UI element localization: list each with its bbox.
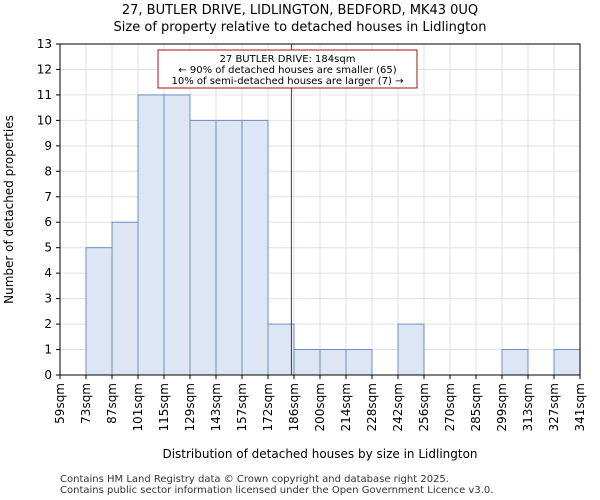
x-tick-label: 256sqm xyxy=(417,383,431,431)
y-tick-label: 2 xyxy=(44,317,52,331)
histogram-bar xyxy=(215,119,243,376)
footer-licence: Contains public sector information licen… xyxy=(60,485,494,496)
x-tick-label: 214sqm xyxy=(339,383,353,431)
x-tick-label: 59sqm xyxy=(53,383,67,424)
x-axis-label: Distribution of detached houses by size … xyxy=(162,447,477,461)
y-tick-label: 1 xyxy=(44,343,52,357)
x-tick-label: 157sqm xyxy=(235,383,249,431)
y-tick-label: 13 xyxy=(37,37,52,51)
histogram-bar xyxy=(241,119,269,376)
x-tick-label: 115sqm xyxy=(157,383,171,431)
chart-title-line1: 27, BUTLER DRIVE, LIDLINGTON, BEDFORD, M… xyxy=(121,3,479,18)
y-tick-label: 6 xyxy=(44,215,52,229)
x-tick-label: 172sqm xyxy=(261,383,275,431)
histogram-bar xyxy=(553,349,581,376)
x-tick-label: 143sqm xyxy=(209,383,223,431)
histogram-bar xyxy=(163,94,191,376)
x-tick-label: 73sqm xyxy=(79,383,93,424)
x-tick-label: 327sqm xyxy=(547,383,561,431)
y-tick-label: 12 xyxy=(37,62,52,76)
x-tick-label: 270sqm xyxy=(443,383,457,431)
annotation-line: 27 BUTLER DRIVE: 184sqm xyxy=(220,54,356,65)
footer-copyright: Contains HM Land Registry data © Crown c… xyxy=(60,474,449,485)
y-tick-label: 10 xyxy=(37,113,52,127)
y-tick-label: 9 xyxy=(44,139,52,153)
x-tick-label: 242sqm xyxy=(391,383,405,431)
histogram-bar xyxy=(267,323,295,376)
y-tick-label: 7 xyxy=(44,190,52,204)
x-tick-label: 299sqm xyxy=(495,383,509,431)
histogram-bar xyxy=(345,349,373,376)
histogram-bar xyxy=(189,119,217,376)
x-tick-label: 313sqm xyxy=(521,383,535,431)
x-tick-label: 285sqm xyxy=(469,383,483,431)
chart-title-line2: Size of property relative to detached ho… xyxy=(113,20,487,35)
histogram-bar xyxy=(501,349,529,376)
histogram-bar xyxy=(397,323,425,376)
x-tick-label: 341sqm xyxy=(573,383,587,431)
x-tick-label: 228sqm xyxy=(365,383,379,431)
y-tick-label: 11 xyxy=(37,88,52,102)
x-tick-label: 101sqm xyxy=(131,383,145,431)
annotation-box xyxy=(157,49,418,89)
y-tick-label: 4 xyxy=(44,266,52,280)
y-tick-label: 5 xyxy=(44,241,52,255)
histogram-bar xyxy=(85,247,113,376)
x-tick-label: 129sqm xyxy=(183,383,197,431)
annotation-line: 10% of semi-detached houses are larger (… xyxy=(171,76,403,87)
histogram-bar xyxy=(137,94,165,376)
y-axis-label: Number of detached properties xyxy=(2,115,16,304)
x-tick-label: 87sqm xyxy=(105,383,119,424)
x-tick-label: 186sqm xyxy=(287,383,301,431)
histogram-bar xyxy=(293,349,321,376)
y-tick-label: 0 xyxy=(44,368,52,382)
y-tick-label: 8 xyxy=(44,164,52,178)
histogram-bar xyxy=(319,349,347,376)
annotation-line: ← 90% of detached houses are smaller (65… xyxy=(178,65,396,76)
histogram-bar xyxy=(111,221,139,376)
x-tick-label: 200sqm xyxy=(313,383,327,431)
y-tick-label: 3 xyxy=(44,292,52,306)
